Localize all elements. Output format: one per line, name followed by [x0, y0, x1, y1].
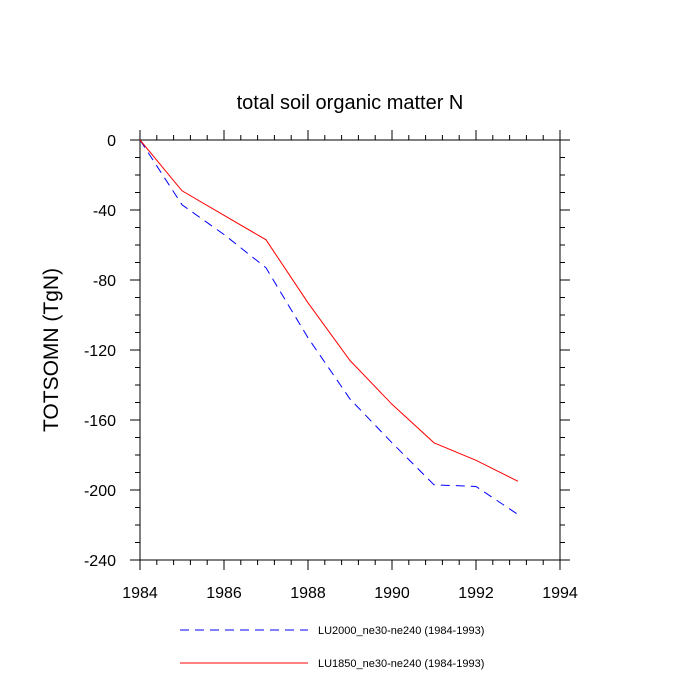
legend: LU2000_ne30-ne240 (1984-1993) LU1850_ne30… [180, 625, 484, 670]
x-tick-label: 1984 [122, 585, 158, 602]
series-layer [139, 139, 519, 515]
y-tick-label: -160 [84, 413, 116, 430]
series-line-2 [139, 139, 519, 482]
x-tick-label: 1992 [458, 585, 494, 602]
y-tick-label: -240 [84, 553, 116, 570]
y-tick-label: -200 [84, 483, 116, 500]
series-line-1 [139, 139, 519, 515]
y-tick-label: -120 [84, 343, 116, 360]
legend-label-1: LU2000_ne30-ne240 (1984-1993) [318, 625, 484, 637]
legend-label-2: LU1850_ne30-ne240 (1984-1993) [318, 658, 484, 670]
y-axis-label: TOTSOMN (TgN) [40, 268, 63, 432]
x-tick-label: 1994 [542, 585, 578, 602]
chart-title: total soil organic matter N [237, 92, 464, 114]
y-tick-label: -40 [93, 203, 116, 220]
y-tick-label: 0 [107, 133, 116, 150]
x-tick-label: 1990 [374, 585, 410, 602]
y-tick-label: -80 [93, 273, 116, 290]
axis-ticks: 1984 1986 1988 1990 1992 1994 0 -40 -80 -120 -160 -… [84, 130, 578, 602]
x-tick-label: 1988 [290, 585, 326, 602]
x-tick-label: 1986 [206, 585, 242, 602]
